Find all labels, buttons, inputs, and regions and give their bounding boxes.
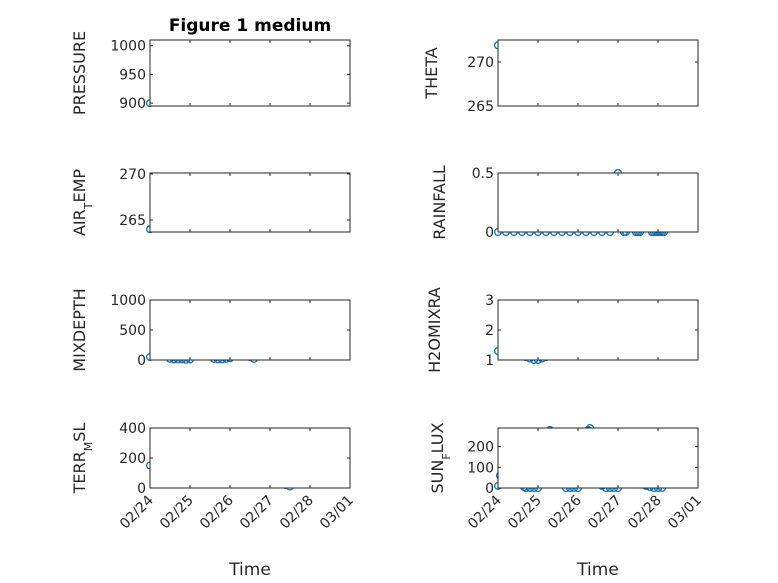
y-axis-label: THETA <box>422 47 441 99</box>
y-axis-label: RAINFALL <box>430 165 449 240</box>
y-tick-label: 0 <box>485 481 494 497</box>
y-axis-label: H2OMIXRA <box>425 287 444 373</box>
axes-box <box>149 427 351 489</box>
chart-title: Figure 1 medium <box>169 16 331 36</box>
axes-box <box>497 39 699 107</box>
axes-box <box>149 172 351 233</box>
y-tick-label: 100 <box>467 460 494 476</box>
subplot-mixdepth: 0 500 1000 MIXDEPTH <box>70 288 351 372</box>
y-tick-label: 200 <box>467 440 494 456</box>
y-tick-label: 1000 <box>110 39 146 55</box>
axes-box <box>497 299 699 361</box>
y-axis-label: MIXDEPTH <box>70 288 89 371</box>
y-tick-label: 1000 <box>110 293 146 309</box>
y-tick-label: 270 <box>467 55 494 71</box>
y-tick-label: 265 <box>119 213 146 229</box>
y-axis-label: SUNFLUX <box>428 422 453 493</box>
subplot-pressure: 900 950 1000 Figure 1 medium PRESSURE <box>70 16 351 115</box>
subplot-rainfall: 0 0.5 RAINFALL <box>430 165 699 241</box>
y-tick-label: 0 <box>485 225 494 241</box>
y-tick-label: 1 <box>485 353 494 369</box>
y-axis-label: TERRMSL <box>70 423 95 495</box>
y-tick-label: 400 <box>119 421 146 437</box>
y-tick-label: 900 <box>119 96 146 112</box>
axes-box <box>497 427 699 489</box>
y-tick-label: 0.5 <box>472 166 494 182</box>
y-axis-label: AIRTEMP <box>70 169 95 236</box>
subplot-h2omixra: 1 2 3 H2OMIXRA <box>425 287 699 373</box>
x-axis-label: Time <box>576 560 619 580</box>
subplot-airtemp: 265 270 AIRTEMP <box>70 167 351 236</box>
y-tick-label: 265 <box>467 99 494 115</box>
axes-box <box>149 39 351 107</box>
y-tick-label: 3 <box>485 293 494 309</box>
x-axis-label: Time <box>228 560 271 580</box>
y-tick-label: 500 <box>119 323 146 339</box>
y-tick-label: 0 <box>137 481 146 497</box>
y-axis-label: PRESSURE <box>70 31 89 115</box>
y-tick-label: 200 <box>119 451 146 467</box>
axes-box <box>497 172 699 233</box>
y-tick-label: 2 <box>485 323 494 339</box>
y-tick-label: 950 <box>119 67 146 83</box>
y-tick-label: 0 <box>137 353 146 369</box>
y-tick-label: 270 <box>119 167 146 183</box>
axes-box <box>149 299 351 361</box>
subplot-theta: 265 270 THETA <box>422 39 699 115</box>
